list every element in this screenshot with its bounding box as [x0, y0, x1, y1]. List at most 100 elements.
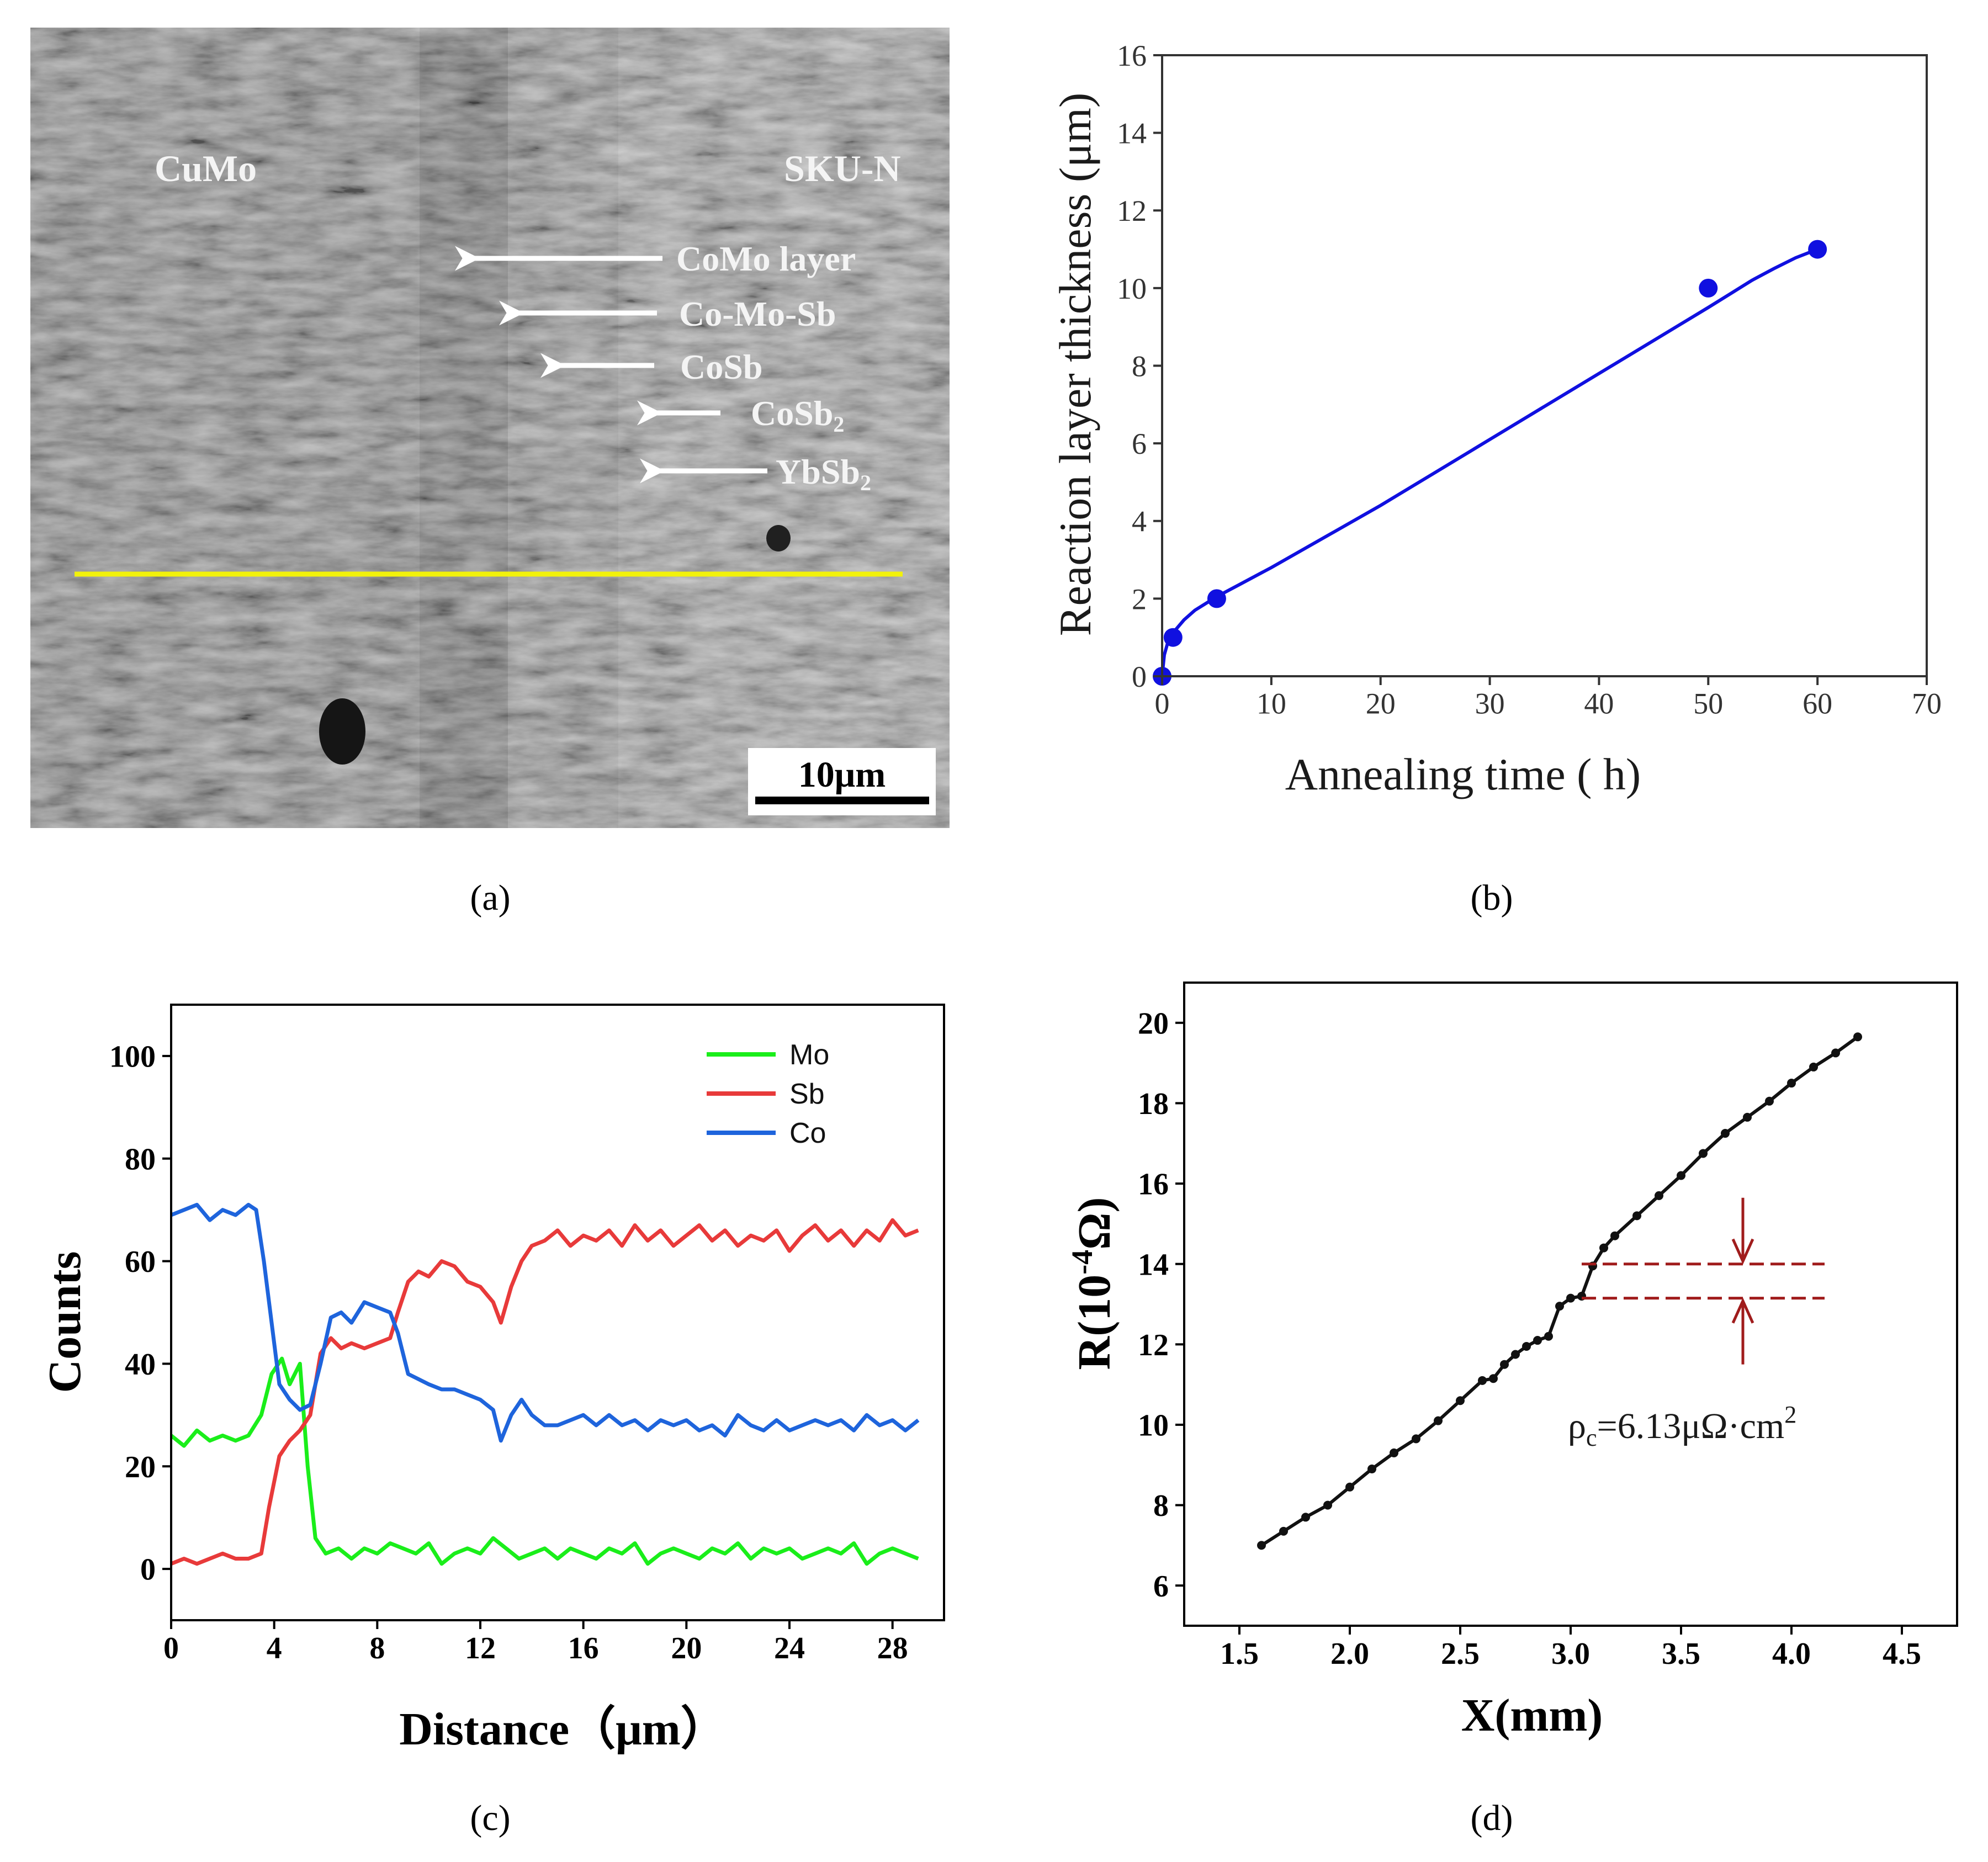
y-tick-label: 20 [1138, 1006, 1169, 1041]
data-point [1456, 1396, 1465, 1405]
data-point [1390, 1448, 1398, 1457]
x-tick-label: 60 [1803, 687, 1832, 720]
x-tick-label: 0 [163, 1631, 179, 1665]
x-tick-label: 4.5 [1883, 1637, 1921, 1671]
plot-frame [170, 1004, 945, 1621]
x-tick-label: 2.5 [1441, 1637, 1480, 1671]
pore-1 [319, 698, 365, 765]
chart-c-legend: Mo Sb Co [707, 1039, 829, 1149]
legend-label-sb: Sb [789, 1078, 825, 1110]
data-point [1699, 1149, 1708, 1158]
data-point [1743, 1112, 1752, 1122]
chart-d-xlabel: X(mm) [1461, 1690, 1603, 1741]
upper-arrow-head [1731, 1238, 1754, 1265]
x-tick-label: 50 [1693, 687, 1723, 720]
data-point [1853, 1032, 1862, 1042]
x-tick-label: 3.5 [1662, 1637, 1700, 1671]
data-point [1511, 1350, 1520, 1359]
legend-label-mo: Mo [789, 1039, 829, 1071]
chart-d: 1.5 2.0 2.5 3.0 3.5 4.0 4.5 6 8 10 12 14 16 18 20 X(mm… [1065, 982, 1958, 1741]
chart-c-axes: 0 4 8 12 16 20 24 28 0 20 40 60 80 100 [109, 1004, 945, 1665]
data-point [1412, 1434, 1420, 1444]
data-point [1831, 1048, 1840, 1058]
data-point [1632, 1211, 1641, 1221]
data-point [1610, 1231, 1619, 1240]
chart-c: 0 4 8 12 16 20 24 28 0 20 40 60 80 100 Mo Sb Co Distanc… [39, 1004, 945, 1755]
chart-c-ylabel: Counts [39, 1251, 91, 1393]
data-point [1599, 1243, 1608, 1253]
data-point [1787, 1079, 1796, 1088]
x-tick-label: 70 [1912, 687, 1942, 720]
fit-curve [1160, 247, 1819, 677]
data-point [1500, 1360, 1509, 1369]
y-tick-label: 40 [125, 1348, 156, 1382]
y-tick-label: 60 [125, 1245, 156, 1279]
x-tick-label: 1.5 [1220, 1637, 1259, 1671]
data-point [1721, 1129, 1730, 1138]
x-tick-label: 4.0 [1772, 1637, 1811, 1671]
data-point [1279, 1526, 1288, 1536]
chart-b-ylabel: Reaction layer thickness (μm) [1050, 93, 1100, 636]
comosb-label: Co-Mo-Sb [679, 294, 836, 333]
y-tick-label: 0 [140, 1553, 156, 1587]
x-tick-label: 24 [774, 1631, 805, 1665]
data-point [1533, 1336, 1542, 1345]
lower-arrow-head [1731, 1297, 1754, 1324]
data-point [1367, 1465, 1376, 1474]
data-point [1301, 1513, 1310, 1522]
panel-label-c: (c) [470, 1798, 510, 1838]
x-tick-label: 20 [1366, 687, 1396, 720]
data-point [1809, 1062, 1818, 1071]
plot-frame [1161, 54, 1928, 677]
y-tick-label: 0 [1132, 660, 1147, 693]
y-tick-label: 8 [1153, 1489, 1169, 1523]
data-point [1566, 1293, 1575, 1303]
panel-label-b: (b) [1471, 878, 1513, 918]
panel-label-d: (d) [1471, 1798, 1513, 1838]
pore-2 [766, 525, 791, 551]
chart-d-annotation-text: ρc=6.13μΩ·cm2 [1568, 1401, 1796, 1451]
resistance-line [1260, 1035, 1859, 1547]
data-point [1163, 628, 1183, 647]
y-tick-label: 16 [1138, 1168, 1169, 1202]
como-layer-label: CoMo layer [676, 239, 856, 278]
y-tick-label: 18 [1138, 1087, 1169, 1121]
chart-d-ylabel: R(10-4Ω) [1065, 1197, 1120, 1370]
data-point [1489, 1374, 1498, 1383]
data-point [1323, 1500, 1332, 1510]
x-tick-label: 28 [877, 1631, 908, 1665]
y-tick-label: 6 [1153, 1569, 1169, 1604]
data-point [1699, 278, 1718, 298]
data-point [1808, 240, 1827, 259]
chart-c-marks [169, 1202, 920, 1566]
micrograph-panel: CuMo SKU-N CoMo layer Co-Mo-Sb CoSb CoSb… [30, 28, 950, 828]
data-point [1522, 1341, 1531, 1351]
series-line-sb [170, 1218, 919, 1566]
scale-bar-label: 10μm [798, 755, 886, 795]
y-tick-label: 2 [1132, 582, 1147, 616]
y-tick-label: 12 [1138, 1328, 1169, 1362]
x-tick-label: 30 [1475, 687, 1505, 720]
data-point [1655, 1191, 1663, 1200]
y-tick-label: 20 [125, 1450, 156, 1484]
x-tick-label: 3.0 [1551, 1637, 1590, 1671]
panel-label-a: (a) [470, 878, 510, 918]
y-tick-label: 100 [109, 1040, 156, 1074]
chart-b: 0 10 20 30 40 50 60 70 0 2 4 6 8 10 12 14 16 Annealing t… [1050, 39, 1942, 799]
y-tick-label: 10 [1117, 272, 1147, 305]
cumo-label: CuMo [155, 147, 257, 189]
x-tick-label: 0 [1155, 687, 1170, 720]
x-tick-label: 20 [671, 1631, 702, 1665]
cosb2-label: CoSb2 [751, 394, 844, 437]
x-tick-label: 16 [568, 1631, 599, 1665]
y-tick-label: 12 [1117, 194, 1147, 227]
data-point [1677, 1171, 1685, 1180]
skun-label: SKU-N [784, 147, 901, 189]
y-tick-label: 14 [1117, 117, 1147, 150]
y-tick-label: 6 [1132, 427, 1147, 460]
chart-b-axes: 0 10 20 30 40 50 60 70 0 2 4 6 8 10 12 14 16 [1117, 39, 1942, 720]
chart-b-xlabel: Annealing time ( h) [1285, 749, 1641, 799]
x-tick-label: 8 [369, 1631, 385, 1665]
data-point [1434, 1416, 1443, 1425]
